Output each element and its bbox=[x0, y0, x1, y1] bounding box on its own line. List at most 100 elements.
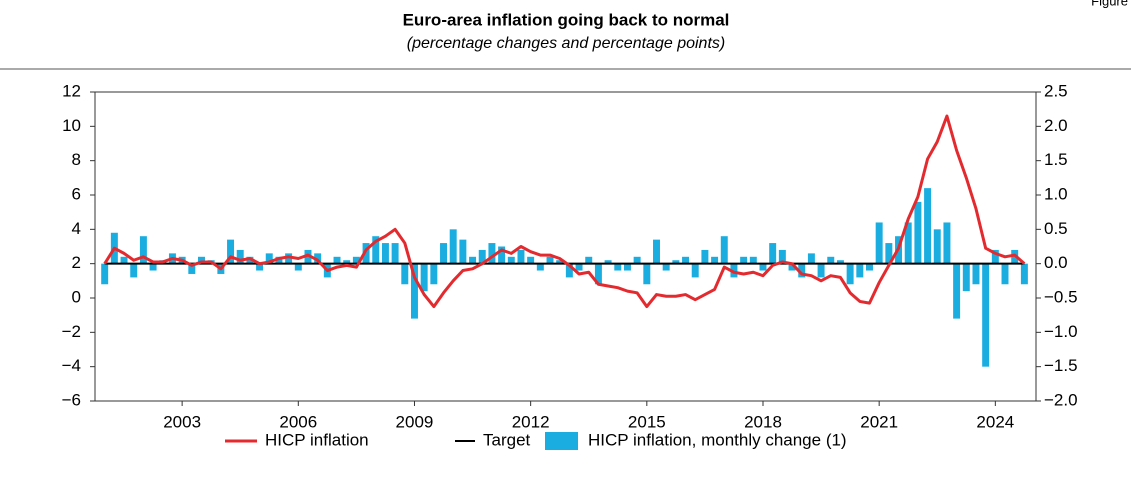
bar bbox=[614, 263, 622, 271]
bar bbox=[275, 256, 283, 264]
bar bbox=[594, 263, 602, 285]
legend-swatch bbox=[545, 432, 578, 450]
bar bbox=[982, 263, 990, 367]
y-tick-label: −2 bbox=[62, 322, 81, 341]
bar bbox=[478, 249, 486, 264]
bar bbox=[565, 263, 573, 278]
bar bbox=[1020, 263, 1028, 285]
bar bbox=[672, 260, 680, 264]
bar bbox=[101, 263, 109, 285]
bar bbox=[430, 263, 438, 285]
x-tick-label: 2021 bbox=[860, 412, 898, 431]
bar bbox=[798, 263, 806, 278]
bar bbox=[198, 256, 205, 264]
bar bbox=[314, 253, 322, 264]
x-tick-label: 2009 bbox=[396, 412, 434, 431]
y2-tick-label: −0.5 bbox=[1044, 287, 1078, 306]
bar bbox=[420, 263, 428, 292]
y-tick-label: 8 bbox=[72, 150, 81, 169]
bar bbox=[507, 256, 515, 264]
bar bbox=[778, 249, 786, 264]
y-tick-label: −6 bbox=[62, 390, 81, 409]
bar bbox=[701, 249, 709, 264]
bar bbox=[836, 260, 844, 264]
bar bbox=[788, 263, 796, 271]
bar bbox=[256, 263, 264, 271]
plot-frame bbox=[94, 91, 1037, 402]
y-tick-label: 2 bbox=[72, 253, 81, 272]
bar bbox=[401, 263, 409, 285]
bar bbox=[856, 263, 864, 278]
bar bbox=[749, 256, 757, 264]
bar bbox=[759, 263, 767, 271]
bar bbox=[372, 236, 380, 264]
bar bbox=[130, 263, 138, 278]
bar bbox=[740, 256, 748, 264]
y2-tick-label: 0.0 bbox=[1044, 253, 1068, 272]
bar bbox=[265, 253, 273, 264]
bar bbox=[846, 263, 854, 285]
y2-tick-label: 2.0 bbox=[1044, 116, 1068, 135]
legend-label: HICP inflation, monthly change (1) bbox=[588, 430, 847, 449]
x-tick-label: 2015 bbox=[628, 412, 666, 431]
bar bbox=[643, 263, 651, 285]
bar bbox=[682, 256, 690, 264]
bar bbox=[410, 263, 418, 319]
bar bbox=[720, 236, 728, 264]
bar bbox=[604, 260, 612, 264]
bar bbox=[730, 263, 738, 278]
y-tick-label: 0 bbox=[72, 287, 81, 306]
y2-tick-label: −1.0 bbox=[1044, 322, 1078, 341]
bar bbox=[333, 256, 341, 264]
bar bbox=[246, 256, 254, 264]
corner-label: Figure bbox=[1091, 0, 1128, 8]
y2-tick-label: 1.0 bbox=[1044, 184, 1068, 203]
bar bbox=[585, 256, 593, 264]
bar bbox=[827, 256, 835, 264]
bar bbox=[653, 239, 660, 264]
bar bbox=[691, 263, 699, 278]
bar bbox=[546, 256, 554, 264]
bar bbox=[236, 249, 244, 264]
bar bbox=[1001, 263, 1009, 285]
bar bbox=[556, 260, 564, 264]
bar bbox=[285, 253, 293, 264]
bar bbox=[953, 263, 961, 319]
bar bbox=[866, 263, 873, 271]
bar bbox=[449, 229, 457, 264]
bar bbox=[227, 239, 235, 264]
bar bbox=[991, 249, 999, 264]
bar bbox=[294, 263, 302, 271]
x-tick-label: 2018 bbox=[744, 412, 782, 431]
bar bbox=[304, 249, 312, 264]
legend-label: HICP inflation bbox=[265, 430, 369, 449]
bar bbox=[343, 260, 351, 264]
bar bbox=[536, 263, 544, 271]
legend-label: Target bbox=[483, 430, 531, 449]
bar bbox=[807, 253, 815, 264]
x-tick-label: 2012 bbox=[512, 412, 550, 431]
y2-tick-label: 2.5 bbox=[1044, 81, 1068, 100]
bar bbox=[633, 256, 641, 264]
y-tick-label: 10 bbox=[62, 116, 81, 135]
y2-tick-label: 1.5 bbox=[1044, 150, 1068, 169]
y-tick-label: 6 bbox=[72, 184, 81, 203]
y-tick-label: −4 bbox=[62, 356, 81, 375]
bar bbox=[662, 263, 670, 271]
bar bbox=[469, 256, 477, 264]
bar bbox=[933, 229, 941, 264]
bar bbox=[120, 256, 128, 264]
bar bbox=[769, 243, 777, 264]
bar bbox=[352, 256, 360, 264]
bar bbox=[575, 263, 583, 271]
chart-subtitle: (percentage changes and percentage point… bbox=[407, 35, 725, 52]
bar bbox=[817, 263, 825, 278]
bar bbox=[362, 243, 370, 264]
bar bbox=[517, 249, 525, 264]
x-tick-label: 2003 bbox=[163, 412, 201, 431]
bar bbox=[139, 236, 147, 264]
bar bbox=[711, 256, 719, 264]
bar bbox=[885, 243, 893, 264]
bar bbox=[188, 263, 196, 274]
bar bbox=[914, 201, 922, 264]
